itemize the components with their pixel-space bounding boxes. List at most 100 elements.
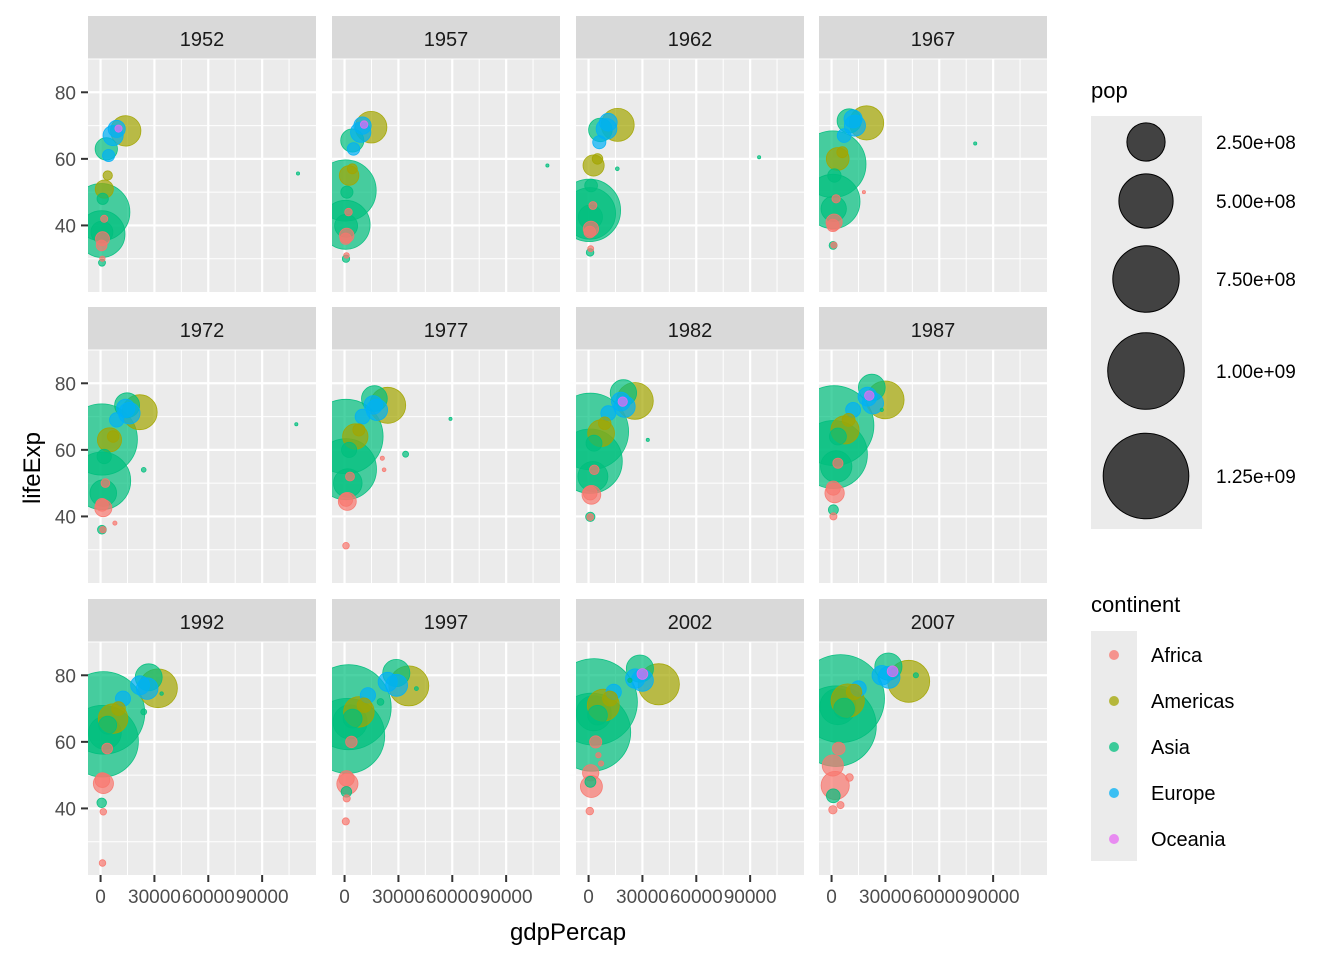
size-legend-key: [1112, 245, 1180, 313]
data-point-oceania: [636, 668, 649, 680]
data-point-asia: [545, 163, 550, 168]
gridlines: [576, 58, 804, 292]
data-point-asia: [342, 708, 363, 729]
data-point-asia: [295, 171, 300, 176]
data-point-americas: [106, 430, 120, 443]
size-legend-label: 1.25e+09: [1216, 467, 1296, 488]
data-point-africa: [342, 794, 351, 803]
facet-panel-1952: 1952: [88, 16, 316, 292]
data-point-europe: [592, 135, 607, 150]
data-point-asia: [879, 407, 884, 412]
facet-strip-label: 1977: [424, 320, 469, 342]
data-point-americas: [102, 170, 113, 181]
facet-strip: [332, 16, 560, 59]
facet-panel-1977: 1977: [332, 307, 560, 583]
facet-strip: [88, 16, 316, 59]
data-point-asia: [96, 797, 107, 809]
data-point-africa: [345, 735, 358, 749]
data-point-asia: [448, 416, 453, 421]
y-tick-label: 60: [55, 733, 76, 754]
panel-background: [576, 59, 804, 292]
data-point-africa: [589, 464, 600, 476]
data-point-africa: [345, 471, 355, 482]
data-point-americas: [598, 416, 612, 430]
data-point-africa: [832, 457, 844, 469]
y-tick-label: 80: [55, 374, 76, 395]
x-tick-label: 30000: [372, 887, 425, 908]
data-point-asia: [584, 775, 597, 788]
data-point-americas: [346, 163, 358, 175]
data-point-asia: [825, 788, 841, 804]
data-point-americas: [836, 146, 849, 159]
x-tick-label: 90000: [480, 887, 533, 908]
data-point-oceania: [114, 124, 123, 133]
data-points: [819, 652, 931, 815]
data-point-americas: [356, 697, 372, 713]
data-point-africa: [339, 492, 354, 507]
data-point-africa: [100, 478, 111, 488]
facet-strip-label: 1982: [668, 320, 713, 342]
data-point-oceania: [359, 120, 369, 129]
data-points: [88, 115, 300, 267]
data-point-asia: [294, 422, 299, 427]
facet-strip: [88, 599, 316, 642]
data-point-asia: [757, 155, 762, 160]
data-point-africa: [830, 241, 838, 249]
data-point-asia: [587, 704, 608, 726]
facet-strip: [819, 307, 1047, 350]
data-points: [819, 373, 905, 521]
data-point-africa: [831, 194, 841, 204]
data-point-africa: [339, 232, 352, 245]
panel-background: [88, 59, 316, 292]
data-point-oceania: [864, 390, 875, 401]
facet-panel-1982: 1982: [576, 307, 804, 583]
data-point-asia: [829, 427, 847, 446]
data-points: [88, 392, 299, 535]
data-point-africa: [861, 190, 866, 195]
y-tick-label: 80: [55, 666, 76, 687]
data-point-asia: [585, 434, 603, 452]
data-point-americas: [841, 412, 856, 427]
data-point-africa: [100, 214, 109, 223]
facet-strip-label: 1972: [180, 320, 225, 342]
facet-strip-label: 2007: [911, 612, 956, 634]
facet-panel-1987: 1987: [819, 307, 1047, 583]
facet-strip: [332, 307, 560, 350]
data-point-asia: [827, 168, 842, 183]
x-axis-1997: 0 30000 60000 90000: [339, 875, 533, 908]
data-point-africa: [341, 817, 350, 826]
data-point-europe: [346, 142, 361, 156]
data-point-africa: [829, 512, 838, 521]
data-point-africa: [343, 252, 350, 259]
facet-strip: [332, 599, 560, 642]
data-points: [576, 108, 762, 257]
data-points: [576, 379, 654, 522]
x-tick-label: 30000: [128, 887, 181, 908]
facet-strip-label: 1952: [180, 29, 225, 51]
facet-strip-label: 1967: [911, 29, 956, 51]
facet-strip-label: 2002: [668, 612, 713, 634]
x-tick-label: 90000: [236, 887, 289, 908]
y-tick-label: 40: [55, 799, 76, 820]
y-tick-label: 60: [55, 441, 76, 462]
data-point-americas: [591, 153, 604, 165]
size-legend-title: pop: [1091, 78, 1128, 103]
data-point-asia: [402, 450, 410, 458]
color-legend: continent Africa Americas Asia Europe Oceani…: [1091, 592, 1234, 861]
facet-strip-label: 1987: [911, 320, 956, 342]
data-point-africa: [583, 225, 597, 239]
y-axis-1992: 40 60 80: [55, 666, 88, 820]
size-legend-key: [1126, 122, 1166, 162]
color-legend-title: continent: [1091, 592, 1180, 617]
data-point-africa: [598, 760, 605, 767]
x-tick-label: 60000: [426, 887, 479, 908]
data-point-africa: [595, 752, 602, 759]
x-axes: 0 30000 60000 90000 0 30000 60000 90000 0 30000 60…: [95, 875, 1020, 908]
data-point-europe: [836, 128, 852, 143]
x-axis-title: gdpPercap: [510, 919, 626, 946]
y-tick-label: 60: [55, 150, 76, 171]
data-point-asia: [614, 166, 620, 172]
x-tick-label: 60000: [182, 887, 235, 908]
color-legend-key-asia: [1109, 742, 1119, 752]
